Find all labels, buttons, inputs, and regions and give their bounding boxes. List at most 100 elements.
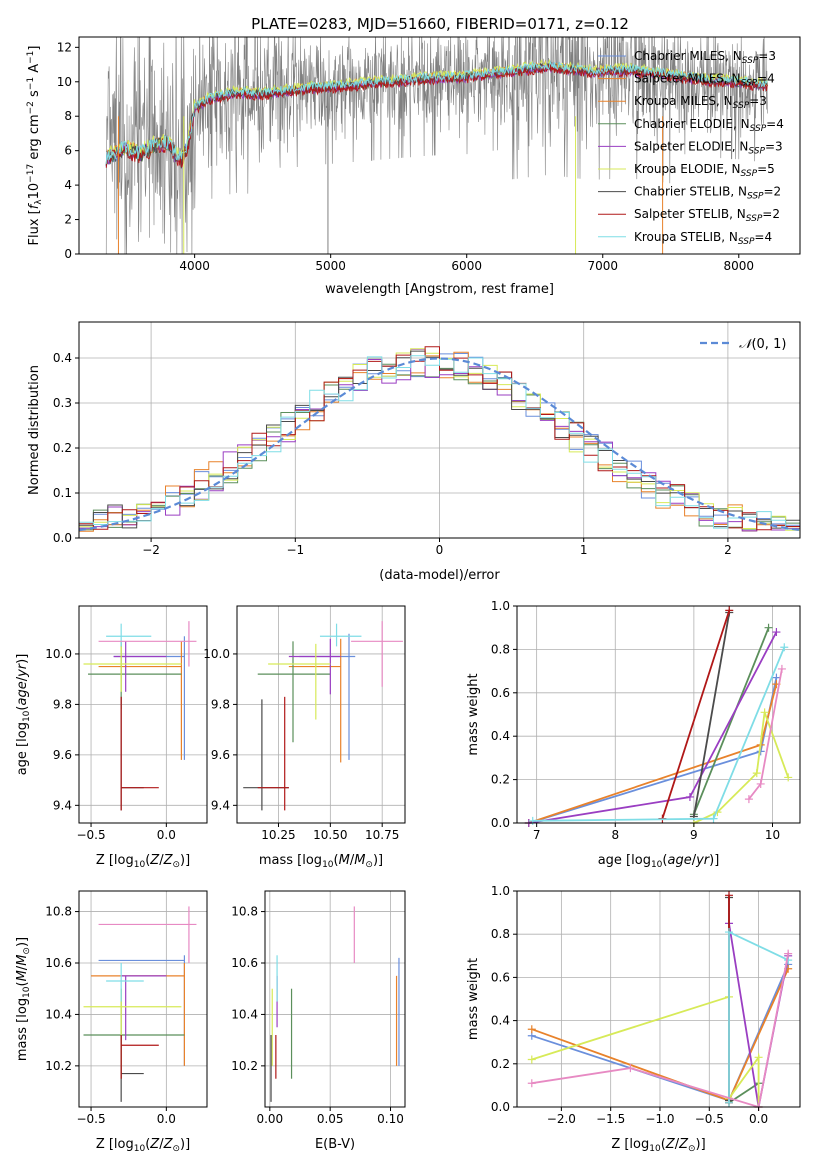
x-tick-label: 0.0 bbox=[749, 1112, 768, 1126]
weight-vs-age-chart-y-axis-label: mass weight bbox=[466, 673, 481, 755]
weight-series-line bbox=[531, 953, 790, 1109]
legend-entry-label: Chabrier ELODIE, NSSP=4 bbox=[634, 117, 784, 134]
age-vs-metallicity-chart-x-axis-label: Z [log10(Z/Z⊙)] bbox=[96, 853, 190, 870]
residual-histogram-step bbox=[79, 355, 800, 531]
y-tick-label: 10 bbox=[57, 75, 72, 89]
y-tick-label: 0.6 bbox=[491, 686, 510, 700]
mass-vs-metallicity-chart: −0.5 0.0 10.2 10.4 10.6 10.8 Z [log10(Z/Z⊙)] ma… bbox=[15, 890, 208, 1154]
residuals-x-axis-label: (data-model)/error bbox=[379, 568, 500, 583]
y-tick-label: 9.8 bbox=[211, 697, 230, 711]
weight-point-marker bbox=[784, 773, 793, 782]
weight-point-marker bbox=[527, 1055, 536, 1064]
y-tick-label: 1.0 bbox=[491, 599, 510, 613]
spectrum-y-axis-label: Flux [fλ10−17 erg cm−2 s−1 A−1] bbox=[26, 46, 44, 246]
y-tick-label: 0.2 bbox=[491, 1057, 510, 1071]
weight-vs-metallicity-chart-y-axis-label: mass weight bbox=[466, 958, 481, 1040]
x-tick-label: −1.5 bbox=[596, 1112, 625, 1126]
y-tick-label: 8 bbox=[64, 109, 72, 123]
weight-series-line bbox=[693, 612, 731, 817]
weight-vs-metallicity-chart-x-axis-label: Z [log10(Z/Z⊙)] bbox=[611, 1137, 705, 1154]
y-tick-label: 0.0 bbox=[53, 531, 72, 545]
x-tick-label: 0.00 bbox=[256, 1112, 283, 1126]
weight-vs-age-chart: 7 8 9 10 0.0 0.2 0.4 0.6 0.8 1.0 age [log10(age/yr… bbox=[466, 599, 801, 870]
y-tick-label: 0.8 bbox=[491, 927, 510, 941]
x-tick-label: 0.10 bbox=[377, 1112, 404, 1126]
weight-vs-metallicity-chart: −2.0 −1.5 −1.0 −0.5 0.0 0.0 0.2 0.4 0.6 0.8 1.0 Z [… bbox=[466, 884, 801, 1154]
age-vs-mass-chart-x-axis-label: mass [log10(M/M⊙)] bbox=[259, 853, 383, 870]
y-tick-label: 9.4 bbox=[53, 798, 72, 812]
plot-frame bbox=[236, 605, 406, 824]
x-tick-label: 7 bbox=[533, 828, 541, 842]
x-tick-label: 0.0 bbox=[157, 1112, 176, 1126]
mass-vs-metallicity-chart-x-axis-label: Z [log10(Z/Z⊙)] bbox=[96, 1137, 190, 1154]
age-vs-metallicity-chart: −0.5 0.0 9.4 9.6 9.8 10.0 Z [log10(Z/Z⊙)] age [… bbox=[15, 605, 208, 870]
weight-point-marker bbox=[752, 769, 761, 778]
x-tick-label: 1 bbox=[580, 543, 588, 557]
plot-frame bbox=[264, 890, 406, 1108]
x-tick-label: −0.5 bbox=[76, 1112, 105, 1126]
x-tick-label: 0 bbox=[436, 543, 444, 557]
y-tick-label: 0.0 bbox=[491, 1100, 510, 1114]
x-tick-label: −2.0 bbox=[547, 1112, 576, 1126]
x-tick-label: 10.75 bbox=[365, 828, 399, 842]
weight-point-marker bbox=[725, 928, 734, 937]
legend-entry-label: Chabrier STELIB, NSSP=2 bbox=[634, 185, 781, 202]
y-tick-label: 10.2 bbox=[231, 1059, 258, 1073]
plot-frame bbox=[78, 605, 208, 824]
x-tick-label: 6000 bbox=[451, 259, 482, 273]
x-tick-label: 10.50 bbox=[313, 828, 347, 842]
x-tick-label: −1.0 bbox=[645, 1112, 674, 1126]
y-tick-label: 0.2 bbox=[53, 441, 72, 455]
x-tick-label: 0.05 bbox=[317, 1112, 344, 1126]
weight-point-marker bbox=[760, 708, 769, 717]
mass-vs-ebv-chart: 0.00 0.05 0.10 10.2 10.4 10.6 10.8 E(B-V) bbox=[231, 890, 406, 1152]
y-tick-label: 10.4 bbox=[45, 1007, 72, 1021]
x-tick-label: −0.5 bbox=[695, 1112, 724, 1126]
weight-point-marker bbox=[784, 949, 793, 958]
y-tick-label: 9.4 bbox=[211, 798, 230, 812]
y-tick-label: 10.0 bbox=[203, 647, 230, 661]
model-spectrum-line bbox=[105, 60, 768, 164]
weight-point-marker bbox=[725, 1098, 734, 1107]
weight-point-marker bbox=[527, 1079, 536, 1088]
x-tick-label: −2 bbox=[142, 543, 160, 557]
weight-point-marker bbox=[725, 891, 734, 900]
y-tick-label: 10.4 bbox=[231, 1007, 258, 1021]
weight-point-marker bbox=[527, 1025, 536, 1034]
weight-point-marker bbox=[626, 1064, 635, 1073]
weight-series-line bbox=[661, 610, 731, 819]
weight-series-line bbox=[693, 627, 770, 815]
weight-point-marker bbox=[772, 628, 781, 637]
y-tick-label: 9.6 bbox=[53, 748, 72, 762]
x-tick-label: 0.0 bbox=[157, 828, 176, 842]
weight-point-marker bbox=[777, 664, 786, 673]
y-tick-label: 10.6 bbox=[45, 956, 72, 970]
weight-point-marker bbox=[764, 623, 773, 632]
age-vs-mass-chart: 10.25 10.50 10.75 9.4 9.6 9.8 10.0 mass [log10(… bbox=[203, 605, 406, 870]
y-tick-label: 0.4 bbox=[53, 351, 72, 365]
y-tick-label: 10.2 bbox=[45, 1059, 72, 1073]
y-tick-label: 10.8 bbox=[45, 905, 72, 919]
plot-frame bbox=[78, 36, 801, 255]
model-spectrum-line bbox=[105, 62, 768, 169]
x-tick-label: 10 bbox=[765, 828, 780, 842]
y-tick-label: 9.8 bbox=[53, 697, 72, 711]
y-tick-label: 9.6 bbox=[211, 748, 230, 762]
residuals-y-axis-label: Normed distribution bbox=[27, 365, 42, 495]
spectrum-x-axis-label: wavelength [Angstrom, rest frame] bbox=[325, 282, 554, 297]
x-tick-label: 2 bbox=[724, 543, 732, 557]
y-tick-label: 2 bbox=[64, 213, 72, 227]
legend-entry-label: Salpeter MILES, NSSP=4 bbox=[634, 72, 775, 89]
residuals-plot-area bbox=[79, 346, 800, 532]
mass-vs-ebv-chart-x-axis-label: E(B-V) bbox=[315, 1137, 355, 1152]
weight-series-line bbox=[528, 631, 778, 824]
y-tick-label: 0.6 bbox=[491, 970, 510, 984]
y-tick-label: 6 bbox=[64, 144, 72, 158]
mass-vs-metallicity-chart-y-axis-label: mass [log10(M/M⊙)] bbox=[15, 937, 32, 1061]
spectrum-legend: Chabrier MILES, NSSP=3 Salpeter MILES, NS… bbox=[598, 49, 784, 247]
weight-series-line bbox=[532, 646, 786, 822]
x-tick-label: −0.5 bbox=[76, 828, 105, 842]
plot-frame bbox=[516, 605, 801, 824]
y-tick-label: 0.3 bbox=[53, 396, 72, 410]
x-tick-label: 10.25 bbox=[261, 828, 295, 842]
